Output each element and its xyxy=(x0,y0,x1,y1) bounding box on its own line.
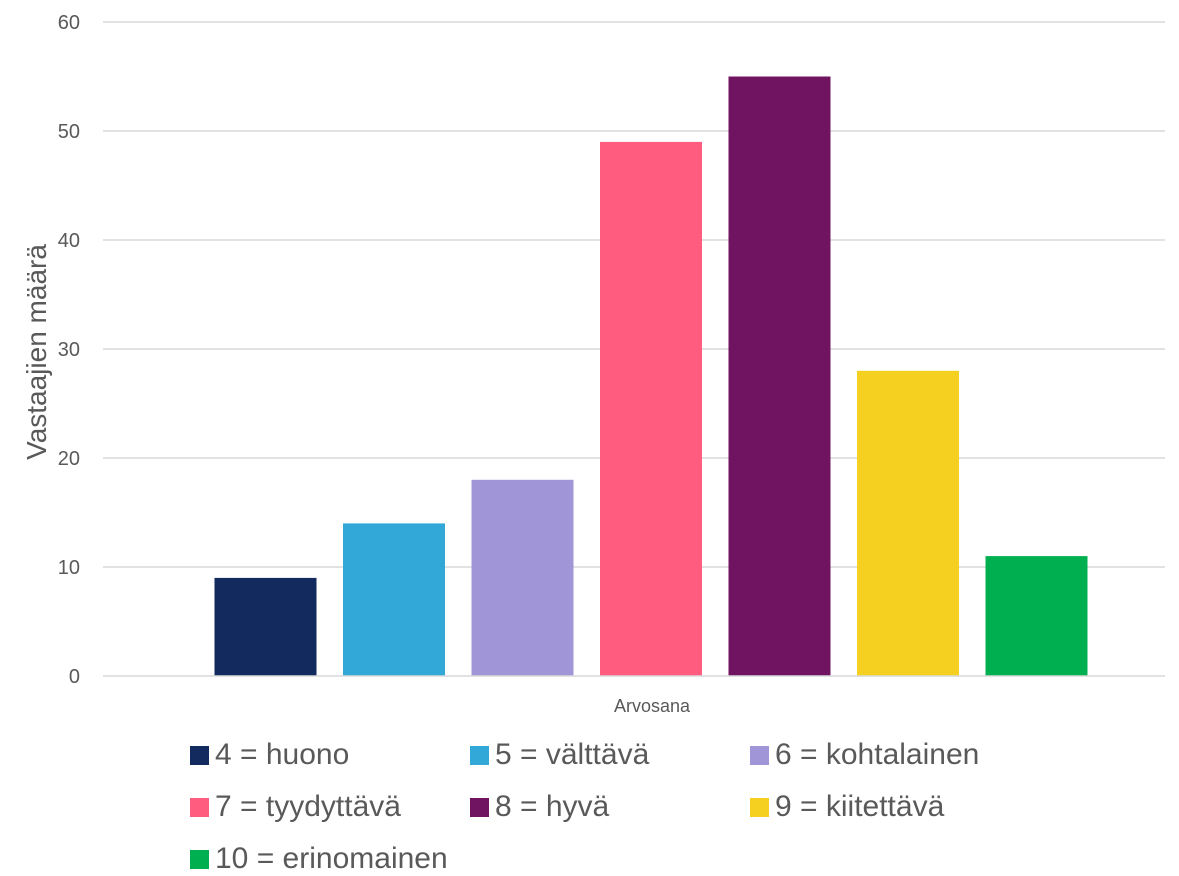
legend-item: 9 = kiitettävä xyxy=(750,790,944,824)
legend-swatch xyxy=(190,849,209,869)
legend-item: 7 = tyydyttävä xyxy=(190,790,401,824)
bar-9 xyxy=(857,370,959,676)
legend-swatch xyxy=(190,797,209,817)
bar-10 xyxy=(985,556,1088,676)
legend-swatch xyxy=(750,797,769,817)
legend-swatch xyxy=(470,797,489,817)
y-tick-label: 0 xyxy=(69,666,80,688)
bar-7 xyxy=(600,141,702,676)
y-axis-tick-labels: 0 10 20 30 40 50 60 xyxy=(58,12,80,688)
bar-4 xyxy=(214,577,317,676)
y-tick-label: 30 xyxy=(58,339,80,361)
x-axis-title: Arvosana xyxy=(614,696,691,716)
legend-item: 10 = erinomainen xyxy=(190,842,448,876)
legend-swatch xyxy=(750,745,769,765)
legend-label: 5 = välttävä xyxy=(495,738,650,771)
y-axis-title: Vastaajien määrä xyxy=(21,244,52,460)
legend-item: 5 = välttävä xyxy=(470,738,649,772)
bars xyxy=(214,76,1088,676)
y-tick-label: 40 xyxy=(58,230,80,252)
legend-swatch xyxy=(190,745,209,765)
bar-6 xyxy=(471,479,574,676)
legend-label: 10 = erinomainen xyxy=(215,842,448,875)
legend-label: 6 = kohtalainen xyxy=(775,738,980,771)
legend-label: 4 = huono xyxy=(215,738,350,771)
legend-item: 4 = huono xyxy=(190,738,349,772)
y-tick-label: 20 xyxy=(58,448,80,470)
y-tick-label: 50 xyxy=(58,121,80,143)
y-tick-label: 60 xyxy=(58,12,80,34)
legend-label: 8 = hyvä xyxy=(495,790,610,823)
bar-5 xyxy=(343,523,445,676)
legend-swatch xyxy=(470,745,489,765)
legend-label: 7 = tyydyttävä xyxy=(215,790,401,823)
legend-item: 8 = hyvä xyxy=(470,790,609,824)
legend-item: 6 = kohtalainen xyxy=(750,738,979,772)
legend-label: 9 = kiitettävä xyxy=(775,790,945,823)
y-tick-label: 10 xyxy=(58,557,80,579)
bar-8 xyxy=(728,76,831,676)
